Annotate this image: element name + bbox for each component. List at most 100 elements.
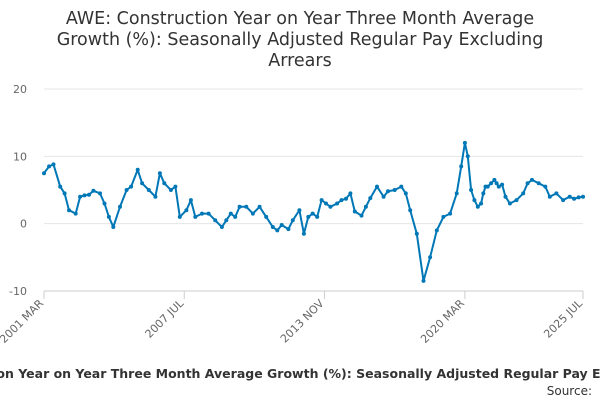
- data-point: [111, 225, 116, 229]
- data-point: [441, 214, 446, 219]
- data-point: [87, 192, 91, 197]
- data-point: [381, 194, 386, 199]
- data-point: [275, 228, 280, 233]
- data-point: [279, 223, 284, 227]
- axes: -10 0 10 20 2001 MAR 2007 JUL 2013 NOV 2020 MAR…: [0, 83, 586, 346]
- data-point: [315, 214, 320, 219]
- data-point: [392, 188, 397, 192]
- y-tick-label: 20: [13, 83, 27, 96]
- data-point: [58, 184, 63, 189]
- data-point: [328, 204, 333, 209]
- data-point: [264, 214, 269, 219]
- data-point: [129, 184, 134, 189]
- data-point: [521, 191, 526, 196]
- data-point: [184, 208, 189, 213]
- data-point: [47, 164, 52, 169]
- data-point: [297, 208, 302, 213]
- data-point: [270, 225, 275, 229]
- data-point: [140, 181, 145, 186]
- data-point: [507, 201, 512, 206]
- data-point: [475, 204, 480, 209]
- data-point: [572, 196, 577, 201]
- data-point: [135, 167, 140, 172]
- data-point: [310, 211, 315, 216]
- data-point: [492, 177, 497, 182]
- data-point: [581, 194, 585, 199]
- data-point: [536, 181, 541, 186]
- data-point: [244, 204, 249, 209]
- data-point: [335, 201, 340, 206]
- data-point: [290, 218, 295, 223]
- data-point: [98, 191, 102, 196]
- data-point: [219, 225, 224, 229]
- data-point: [414, 231, 419, 236]
- chart-title-line-1: AWE: Construction Year on Year Three Mon…: [66, 9, 534, 29]
- data-point: [554, 191, 559, 196]
- source-label: Source:: [547, 384, 592, 398]
- data-point: [224, 218, 229, 223]
- data-point: [567, 194, 572, 199]
- data-point: [576, 195, 581, 200]
- data-point: [530, 177, 534, 182]
- data-point: [368, 196, 373, 201]
- data-point: [177, 214, 182, 219]
- data-point: [399, 184, 404, 189]
- data-point: [465, 154, 470, 159]
- data-point: [561, 198, 566, 203]
- data-point: [454, 191, 459, 196]
- data-point: [547, 194, 552, 199]
- data-point: [448, 211, 453, 216]
- data-point: [363, 204, 368, 209]
- data-point: [352, 209, 357, 214]
- data-point: [514, 198, 519, 203]
- data-point: [91, 188, 96, 193]
- data-point: [481, 191, 486, 196]
- data-point: [157, 171, 162, 176]
- data-point: [543, 184, 548, 189]
- data-point: [375, 184, 379, 189]
- data-point: [301, 231, 306, 236]
- data-point: [503, 194, 508, 199]
- x-tick-label: 2013 NOV: [278, 297, 327, 346]
- data-point: [228, 211, 233, 216]
- data-point: [359, 213, 364, 218]
- data-point: [193, 214, 198, 219]
- data-point: [206, 211, 211, 216]
- data-point: [494, 181, 499, 186]
- data-point: [485, 184, 490, 189]
- data-point: [344, 196, 348, 201]
- data-point: [51, 162, 56, 167]
- chart-title: AWE: Construction Year on Year Three Mon…: [57, 9, 544, 71]
- data-point: [162, 181, 167, 186]
- data-points: [42, 140, 585, 283]
- data-point: [213, 218, 218, 223]
- data-point: [62, 191, 67, 196]
- data-point: [408, 208, 413, 213]
- data-point: [403, 191, 408, 196]
- y-tick-label: 0: [20, 218, 27, 231]
- data-point: [118, 204, 122, 209]
- data-point: [525, 181, 530, 186]
- data-point: [173, 184, 178, 189]
- data-point: [500, 182, 505, 187]
- data-point: [200, 211, 204, 216]
- x-tick-label: 2020 MAR: [418, 297, 467, 346]
- data-point: [42, 171, 46, 176]
- data-point: [286, 227, 291, 232]
- data-point: [434, 228, 439, 233]
- x-tick-label: 2007 JUL: [143, 296, 187, 340]
- data-point: [82, 193, 87, 198]
- data-point: [102, 201, 107, 206]
- data-point: [421, 278, 426, 283]
- data-point: [250, 211, 255, 216]
- data-point: [469, 188, 474, 192]
- y-tick-label: 10: [13, 150, 27, 163]
- data-point: [67, 208, 71, 213]
- data-point: [462, 140, 467, 145]
- data-point: [319, 198, 324, 203]
- legend-label: AWE: Construction Year on Year Three Mon…: [0, 366, 600, 381]
- data-point: [237, 204, 242, 209]
- data-point: [233, 214, 238, 219]
- data-point: [73, 211, 78, 216]
